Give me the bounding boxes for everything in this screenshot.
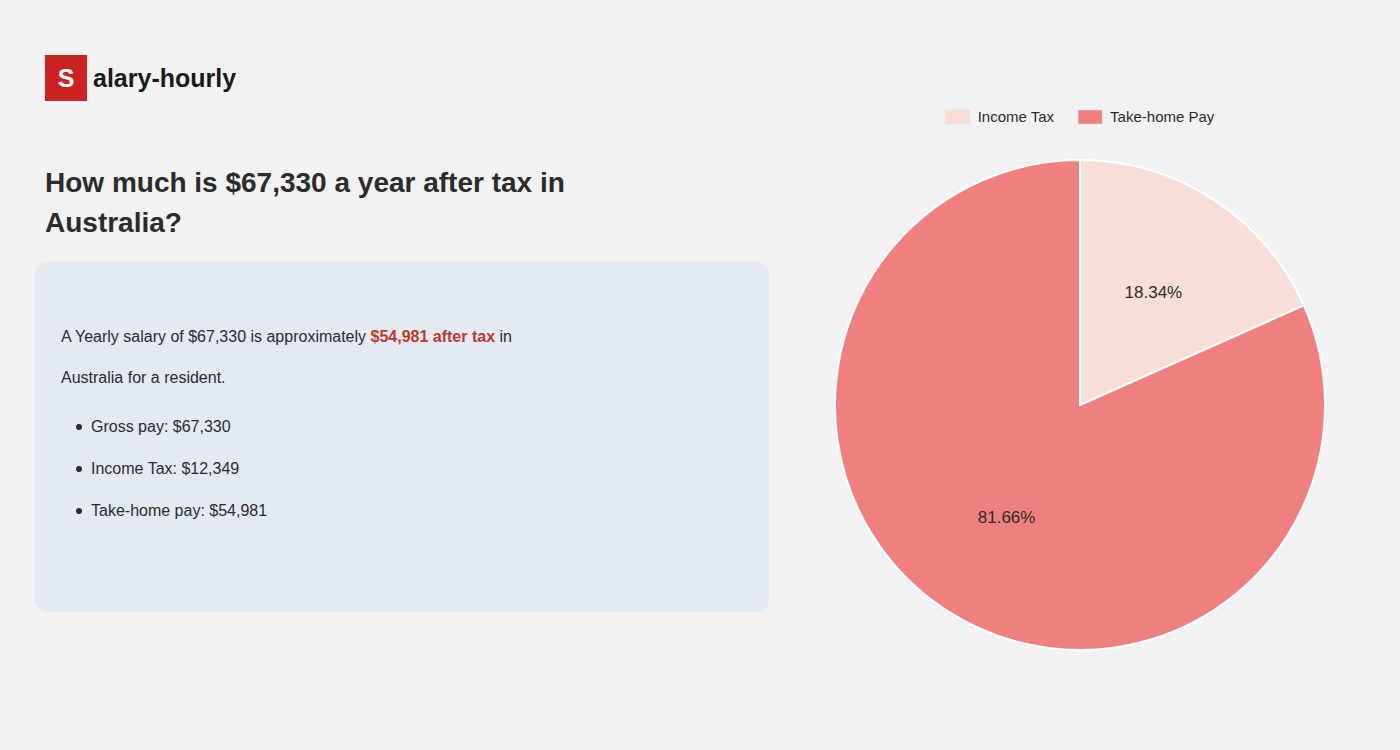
- pie-labels: 18.34% 81.66%: [978, 283, 1182, 528]
- summary-line: A Yearly salary of $67,330 is approximat…: [61, 328, 512, 345]
- data-label: 81.66%: [978, 508, 1036, 527]
- title-group: How much is $67,330 a year after tax in A…: [45, 167, 565, 238]
- bullet-item: Take-home pay: $54,981: [91, 502, 267, 519]
- pie: [835, 160, 1325, 650]
- summary-part: in: [495, 328, 512, 345]
- bullet-item: Income Tax: $12,349: [91, 460, 239, 477]
- bullet-item: Gross pay: $67,330: [91, 418, 231, 435]
- summary-part: A Yearly salary of $67,330 is approximat…: [61, 328, 371, 345]
- legend-entry: Income Tax: [978, 108, 1055, 125]
- summary-part: $54,981 after tax: [371, 328, 496, 345]
- pie-slice: [835, 160, 1325, 650]
- legend-swatch: [1078, 110, 1102, 124]
- bullet: [76, 466, 82, 472]
- legend-entry: Take-home Pay: [1110, 108, 1215, 125]
- info-box: [35, 262, 769, 612]
- logo-letter: S: [58, 64, 75, 92]
- background: [0, 0, 1400, 750]
- legend: Income Tax Take-home Pay: [946, 108, 1215, 125]
- logo-text: alary-hourly: [93, 64, 236, 92]
- bullet: [76, 424, 82, 430]
- chart: Salary-hourly How much is $67,330 a year …: [0, 0, 1400, 750]
- legend-swatch: [946, 110, 970, 124]
- title: Australia?: [45, 207, 182, 238]
- title: How much is $67,330 a year after tax in: [45, 167, 565, 198]
- data-label: 18.34%: [1125, 283, 1183, 302]
- logo-box: [45, 55, 87, 101]
- bullet: [76, 508, 82, 514]
- summary-line: Australia for a resident.: [61, 369, 226, 386]
